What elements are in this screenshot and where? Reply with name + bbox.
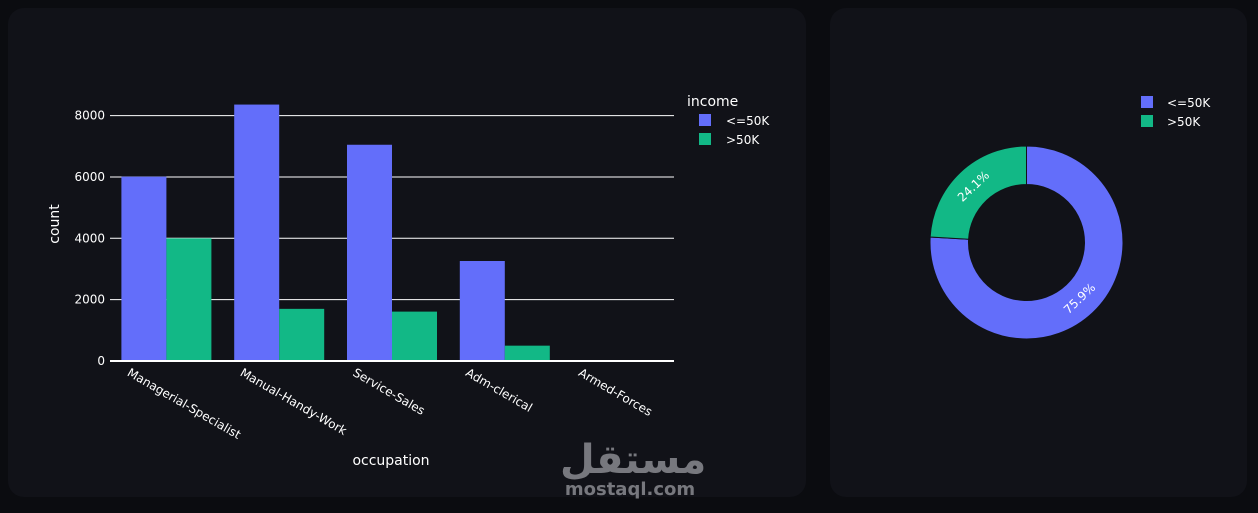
x-tick-label-armed-forces: Armed-Forces (576, 365, 655, 418)
x-tick-label-manual-handy-work: Manual-Handy-Work (238, 365, 350, 437)
donut-legend-label-gt50k: >50K (1167, 115, 1201, 129)
y-tick-label: 0 (97, 354, 105, 368)
bar-manual-handy-work-gt50k (279, 308, 325, 361)
x-tick-label-service-sales: Service-Sales (351, 365, 428, 417)
donut-slice-le50k (929, 145, 1124, 340)
y-tick-label: 4000 (74, 231, 105, 245)
y-tick-label: 2000 (74, 293, 105, 307)
donut-legend-swatch-le50k (1141, 96, 1153, 108)
x-tick-label-adm-clerical: Adm-clerical (463, 365, 535, 414)
donut-legend-swatch-gt50k (1141, 115, 1153, 127)
legend-label-le50k: <=50K (726, 114, 770, 128)
donut-legend-label-le50k: <=50K (1167, 96, 1211, 110)
bar-adm-clerical-le50k (459, 261, 505, 361)
y-tick-label: 6000 (74, 170, 105, 184)
bar-manual-handy-work-le50k (234, 104, 280, 362)
legend-label-gt50k: >50K (726, 133, 760, 147)
bar-service-sales-le50k (347, 144, 392, 361)
watermark-latin-logo: mostaql.com (564, 479, 696, 500)
x-axis-title: occupation (352, 453, 429, 469)
bar-chart: 0 2000 4000 6000 8000 Managerial-SpecialistMa… (47, 94, 770, 469)
donut-slice-gt50k (929, 145, 1027, 240)
legend-title: income (687, 94, 738, 110)
watermark-arabic-logo: مستقل (560, 437, 707, 483)
bar-managerial-specialist-gt50k (166, 238, 212, 361)
donut-chart-panel: 75.9% 24.1% <=50K >50K (830, 8, 1247, 497)
y-tick-label: 8000 (74, 109, 105, 123)
donut-chart: 75.9%24.1%<=50K>50K (929, 96, 1211, 340)
bar-chart-panel: 0 2000 4000 6000 8000 Managerial-Specialist Ma… (8, 8, 806, 497)
legend-swatch-gt50k (699, 133, 711, 145)
bar-managerial-specialist-le50k (121, 176, 167, 361)
x-tick-label-managerial-specialist: Managerial-Specialist (125, 365, 244, 442)
mostaql-watermark: مستقل mostaql.com (560, 437, 707, 500)
bar-service-sales-gt50k (392, 311, 437, 361)
legend-swatch-le50k (699, 114, 711, 126)
y-axis-title: count (47, 204, 63, 244)
bar-adm-clerical-gt50k (504, 345, 550, 361)
